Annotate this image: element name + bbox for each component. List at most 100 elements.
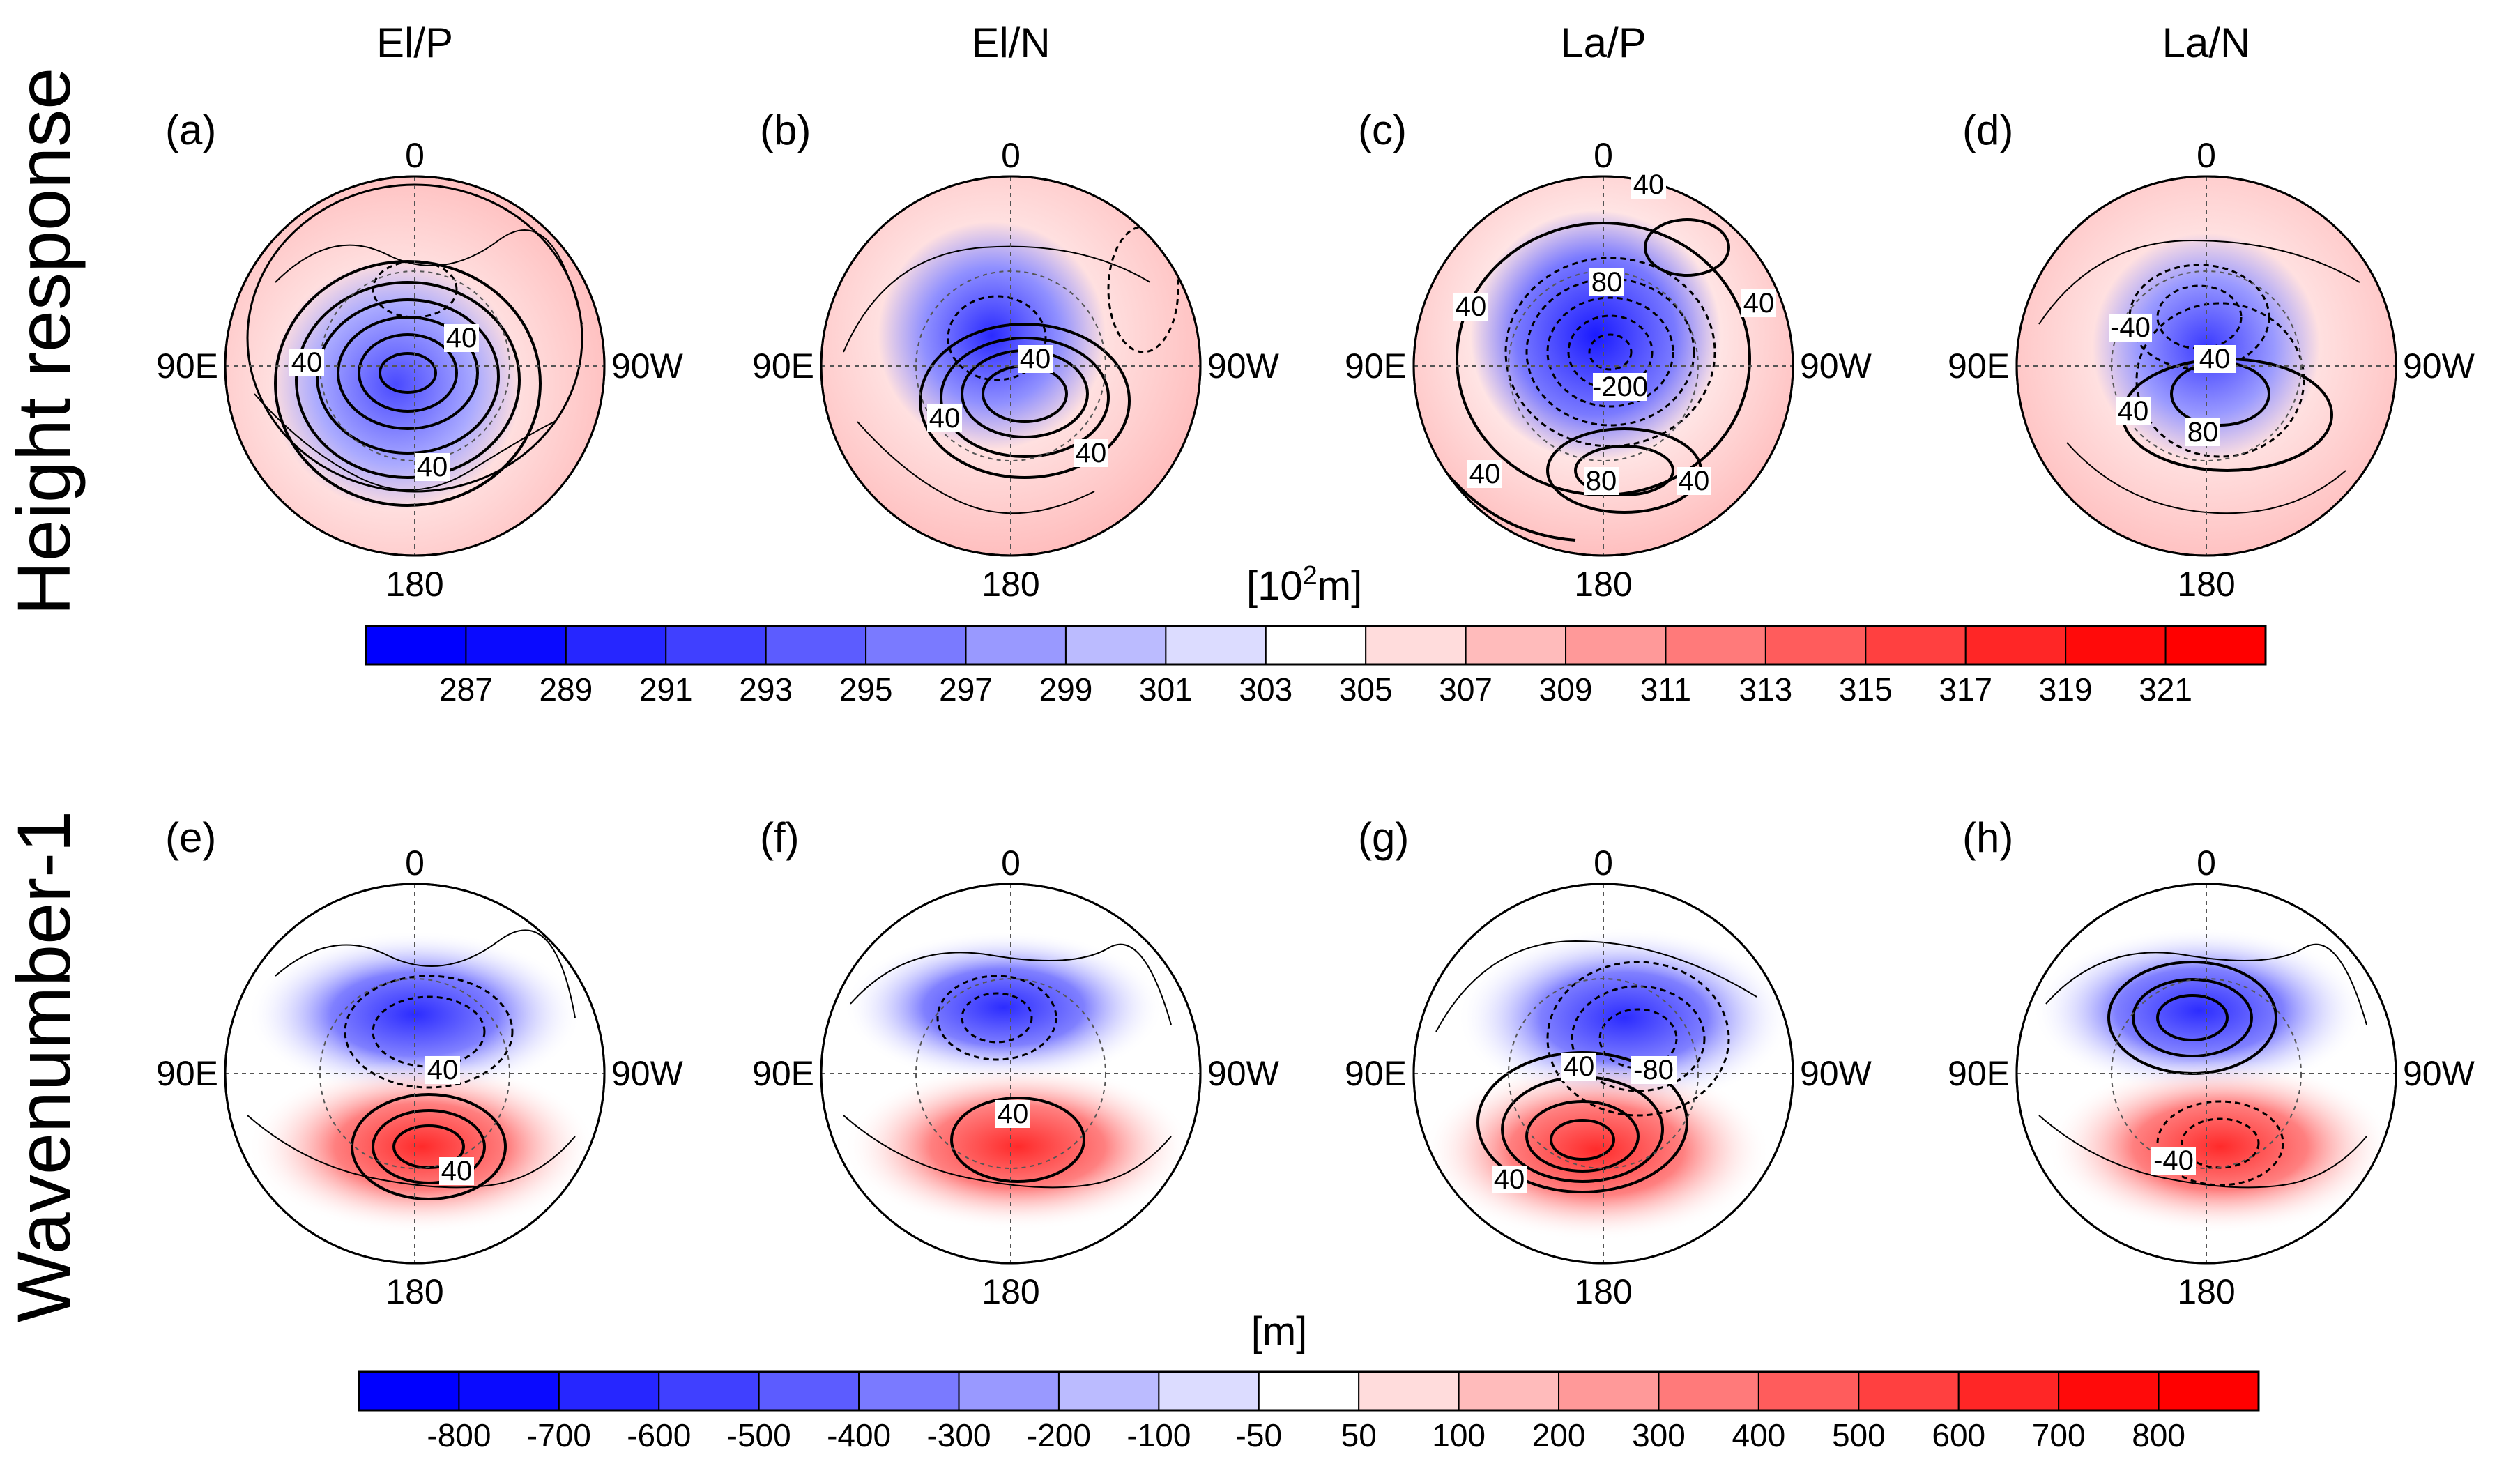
axis-label-left: 90E: [1948, 346, 2010, 385]
colorbar-cell: [1858, 1371, 1960, 1411]
svg-text:40: 40: [1469, 459, 1501, 489]
colorbar-cells: [365, 625, 2266, 665]
svg-text:40: 40: [417, 452, 448, 482]
colorbar-cell: [2164, 625, 2266, 665]
svg-text:80: 80: [2187, 417, 2219, 448]
svg-text:-40: -40: [2153, 1145, 2194, 1176]
colorbar-cell: [865, 625, 967, 665]
panel-letter: (d): [1962, 107, 2013, 153]
contour-label: -40: [2151, 1145, 2196, 1176]
axis-label-left: 90E: [1948, 1054, 2010, 1093]
colorbar-tick-label: 311: [1640, 671, 1691, 708]
colorbar-cell: [1665, 625, 1766, 665]
axis-label-right: 90W: [1207, 346, 1280, 385]
colorbar-cell: [558, 1371, 660, 1411]
row-title-wavenumber-1: Wavenumber-1: [1, 811, 86, 1322]
contour-label: 40: [425, 1055, 460, 1085]
colorbar-cell: [1258, 1371, 1360, 1411]
panel-letter: (h): [1962, 814, 2013, 861]
shading-and-contours: [2017, 884, 2396, 1263]
colorbar-cell: [958, 1371, 1060, 1411]
colorbar-wavenumber: -800 -700 -600 -500 -400 -300 -200 -100 -50 50 100…: [358, 1309, 2260, 1453]
contour-label: 40: [1492, 1164, 1527, 1195]
colorbar-tick-label: 400: [1732, 1417, 1786, 1453]
axis-label-bottom: 180: [2177, 565, 2235, 604]
colorbar-cell: [1358, 1371, 1460, 1411]
panel-letter: (b): [760, 107, 811, 153]
colorbar-cell: [1458, 1371, 1560, 1411]
panel-a: (a) 40 40 40 0 90E 90W 180: [156, 107, 684, 604]
panel-letter: (g): [1358, 814, 1409, 861]
colorbar-cell: [1764, 625, 1867, 665]
colorbar-tick-label: 319: [2039, 671, 2093, 708]
contour-label: 80: [1589, 267, 1624, 298]
colorbar-cell: [2065, 625, 2167, 665]
shading-and-contours: [1414, 884, 1793, 1263]
colorbar-tick-label: 299: [1039, 671, 1093, 708]
axis-label-right: 90W: [1800, 346, 1872, 385]
colorbar-cell: [358, 1371, 460, 1411]
colorbar-tick-label: 305: [1339, 671, 1393, 708]
colorbar-cell: [1265, 625, 1367, 665]
contour-label: 40: [1677, 466, 1711, 496]
panel-f: (f) 40 0 90E 90W 180: [752, 814, 1280, 1311]
axis-label-left: 90E: [752, 346, 814, 385]
axis-label-right: 90W: [2403, 346, 2475, 385]
colorbar-cell: [1658, 1371, 1759, 1411]
colorbar-cell: [1158, 1371, 1260, 1411]
contour-lines: [225, 176, 604, 556]
contour-label: 80: [1584, 466, 1619, 496]
colorbar-cell: [758, 1371, 860, 1411]
contour-label: -200: [1592, 372, 1648, 402]
colorbar-cell: [665, 625, 767, 665]
axis-label-left: 90E: [156, 346, 218, 385]
axis-label-left: 90E: [1345, 346, 1407, 385]
colorbar-cell: [2058, 1371, 2160, 1411]
colorbar-tick-label: 100: [1432, 1417, 1486, 1453]
svg-text:40: 40: [291, 347, 323, 378]
axis-label-bottom: 180: [385, 1272, 443, 1311]
colorbar-tick-label: 500: [1832, 1417, 1886, 1453]
colorbar-tick-label: 287: [439, 671, 493, 708]
svg-text:40: 40: [2199, 344, 2231, 374]
axis-label-top: 0: [1001, 136, 1021, 175]
colorbar-tick-labels: -800 -700 -600 -500 -400 -300 -200 -100 -50 50 100…: [427, 1417, 2185, 1453]
colorbar-tick-label: 700: [2032, 1417, 2086, 1453]
colorbar-height: 287 289 291 293 295 297 299 301 303 305 307 309 311 3…: [365, 561, 2267, 708]
axis-label-right: 90W: [611, 346, 684, 385]
colorbar-tick-label: -100: [1127, 1417, 1191, 1453]
colorbar-tick-label: 315: [1839, 671, 1893, 708]
colorbar-tick-label: -50: [1236, 1417, 1282, 1453]
colorbar-cell: [965, 625, 1067, 665]
contour-label: 40: [2116, 396, 2151, 427]
colorbar-cell: [658, 1371, 760, 1411]
colorbar-tick-label: -800: [427, 1417, 491, 1453]
svg-text:40: 40: [1020, 344, 1051, 374]
svg-text:-200: -200: [1592, 372, 1648, 402]
panel-letter: (c): [1358, 107, 1407, 153]
colorbar-cell: [1865, 625, 1967, 665]
colorbar-tick-label: 317: [1939, 671, 1992, 708]
axis-label-bottom: 180: [982, 1272, 1039, 1311]
colorbar-tick-label: -400: [827, 1417, 891, 1453]
contour-lines: [821, 176, 1200, 556]
contour-label: 40: [289, 347, 324, 378]
axis-label-top: 0: [1001, 843, 1021, 883]
panel-b: (b) 40 40 40 0 90E 90W 180: [752, 107, 1280, 604]
contour-label: 40: [1741, 288, 1776, 319]
svg-text:40: 40: [446, 323, 478, 353]
panel-letter: (f): [760, 814, 800, 861]
svg-text:40: 40: [1679, 466, 1710, 496]
contour-label: 40: [1631, 169, 1666, 200]
colorbar-tick-label: 301: [1139, 671, 1193, 708]
svg-text:40: 40: [1494, 1164, 1525, 1195]
colorbar-cell: [1365, 625, 1467, 665]
axis-label-left: 90E: [752, 1054, 814, 1093]
colorbar-unit: [m]: [1251, 1309, 1308, 1354]
colorbar-tick-label: 300: [1632, 1417, 1686, 1453]
colorbar-tick-label: -200: [1027, 1417, 1091, 1453]
colorbar-tick-label: 291: [639, 671, 693, 708]
contour-label: 40: [1018, 344, 1053, 374]
colorbar-cell: [1465, 625, 1567, 665]
